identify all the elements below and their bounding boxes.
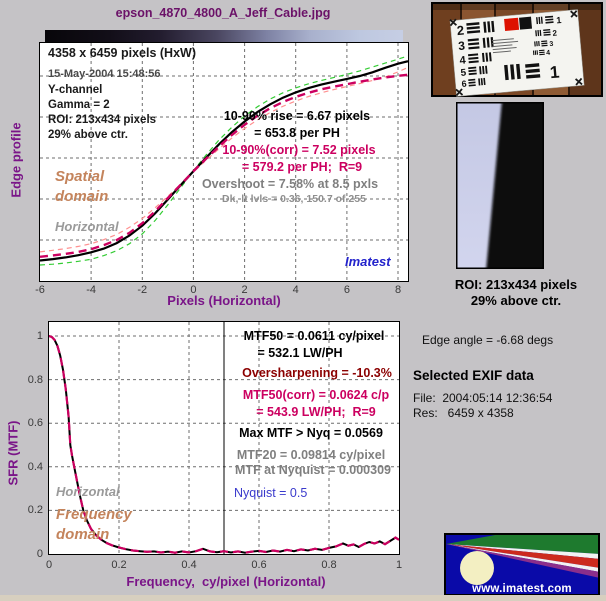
axis-tick: 2: [241, 284, 248, 296]
gamma-text: Gamma = 2: [48, 99, 110, 111]
axis-tick: 0.8: [321, 559, 337, 571]
axis-tick: 0.6: [27, 417, 43, 430]
roi-caption-size: ROI: 213x434 pixels: [454, 277, 578, 292]
edge-chart-y-axis-label: Edge profile: [8, 122, 24, 198]
axis-tick: 0.8: [27, 373, 43, 386]
channel-text: Y-channel: [48, 84, 103, 96]
annotation-mtf50-corrected: MTF50(corr) = 0.0624 c/p: [242, 388, 390, 402]
annotation-mtf20: MTF20 = 0.09814 cy/pixel: [236, 448, 386, 462]
svg-text:1: 1: [556, 15, 562, 25]
edge-chart-x-axis-label: Pixels (Horizontal): [167, 293, 281, 308]
sfr-chart-x-axis-label: Frequency, cy/pixel (Horizontal): [126, 574, 326, 589]
axis-tick: -4: [86, 284, 97, 296]
sfr-mtf-curves: [48, 322, 400, 554]
axis-tick: 0.2: [111, 559, 127, 571]
figure-title: epson_4870_4800_A_Jeff_Cable.jpg: [115, 6, 331, 20]
sfr-mtf-plot: [48, 321, 400, 555]
axis-tick: 1: [395, 559, 403, 571]
annotation-rise: 10-90% rise = 6.67 pixels: [223, 109, 371, 123]
axis-tick: -6: [35, 284, 45, 296]
sfr-chart-y-axis-label: SFR (MTF): [5, 420, 21, 486]
logo-moon-icon: [460, 551, 494, 585]
exif-resolution-text: Res: 6459 x 4358: [413, 406, 514, 420]
axis-tick: 0.4: [181, 559, 197, 571]
push-pins: [449, 10, 583, 97]
window-bottom-strip: [0, 595, 606, 601]
edge-angle-text: Edge angle = -6.68 degs: [422, 333, 554, 347]
axis-tick: -2: [137, 284, 148, 296]
roi-position-text: 29% above ctr.: [48, 129, 128, 141]
axis-tick: 0: [45, 559, 53, 571]
dark-edge-region: [486, 102, 544, 269]
edge-profile-curves: [39, 43, 409, 281]
axis-tick: 4: [292, 284, 299, 296]
annotation-mtf50-corrected-lwph: = 543.9 LW/PH; R=9: [256, 405, 376, 419]
annotation-max-mtf: Max MTF > Nyq = 0.0569: [239, 426, 383, 440]
roi-caption: ROI: 213x434 pixels 29% above ctr.: [426, 277, 606, 309]
imatest-url[interactable]: www.imatest.com: [472, 583, 572, 595]
axis-tick: 1: [36, 329, 43, 342]
svg-text:2: 2: [456, 23, 465, 39]
roi-caption-position: 29% above ctr.: [470, 293, 562, 308]
exif-file-text: File: 2004:05:14 12:36:54: [413, 391, 553, 405]
orientation-label-bottom: Horizontal: [56, 484, 120, 499]
exif-heading: Selected EXIF data: [413, 368, 534, 383]
svg-text:2: 2: [552, 28, 558, 37]
image-size-text: 4358 x 6459 pixels (HxW): [48, 46, 196, 60]
axis-tick: 0: [190, 284, 197, 296]
imatest-logo: [444, 533, 600, 596]
capture-date-text: 15-May-2004 15:48:56: [48, 68, 161, 80]
orientation-label-top: Horizontal: [55, 219, 119, 234]
svg-text:6: 6: [461, 79, 467, 89]
roi-crop-thumbnail: [456, 102, 544, 269]
spatial-domain-label: Spatial domain: [55, 168, 109, 205]
axis-tick: 0.4: [27, 460, 43, 473]
annotation-rise-corrected: 10-90%(corr) = 7.52 pixels: [222, 143, 376, 157]
axis-tick: 0.2: [27, 504, 43, 517]
edge-profile-plot: [39, 42, 409, 282]
frequency-domain-label: Frequency domain: [56, 506, 132, 543]
svg-text:1: 1: [549, 62, 560, 82]
annotation-levels: Dk, lt lvls = 0.36, 150.7 of 255: [222, 193, 366, 205]
annotation-mtf50: MTF50 = 0.0611 cy/pixel: [243, 329, 385, 343]
annotation-rise-corrected-ph: = 579.2 per PH; R=9: [241, 160, 363, 174]
axis-tick: 6: [343, 284, 350, 296]
imatest-watermark: Imatest: [345, 254, 391, 269]
roi-highlight-marker: [504, 17, 520, 31]
test-chart-thumbnail: 2 3 4 5 6: [431, 2, 603, 97]
svg-text:4: 4: [546, 50, 551, 57]
axis-tick: 0.6: [251, 559, 267, 571]
annotation-overshoot: Overshoot = 7.58% at 8.5 pxls: [201, 177, 379, 191]
annotation-rise-ph: = 653.8 per PH: [254, 126, 340, 140]
svg-text:3: 3: [549, 41, 554, 48]
annotation-mtf-at-nyquist: MTF at Nyquist = 0.000309: [235, 463, 391, 477]
svg-text:4: 4: [459, 54, 467, 67]
axis-tick: 8: [394, 284, 402, 296]
svg-text:5: 5: [460, 67, 467, 78]
annotation-mtf50-lwph: = 532.1 LW/PH: [257, 346, 343, 360]
roi-size-text: ROI: 213x434 pixels: [48, 114, 157, 126]
svg-text:3: 3: [458, 39, 466, 54]
resolution-chart-paper: 2 3 4 5 6: [449, 9, 585, 97]
axis-tick: 0: [36, 548, 43, 560]
edge-gradient-strip: [45, 30, 403, 43]
annotation-oversharpening: Oversharpening = -10.3%: [242, 366, 392, 380]
annotation-nyquist: Nyquist = 0.5: [234, 486, 308, 500]
